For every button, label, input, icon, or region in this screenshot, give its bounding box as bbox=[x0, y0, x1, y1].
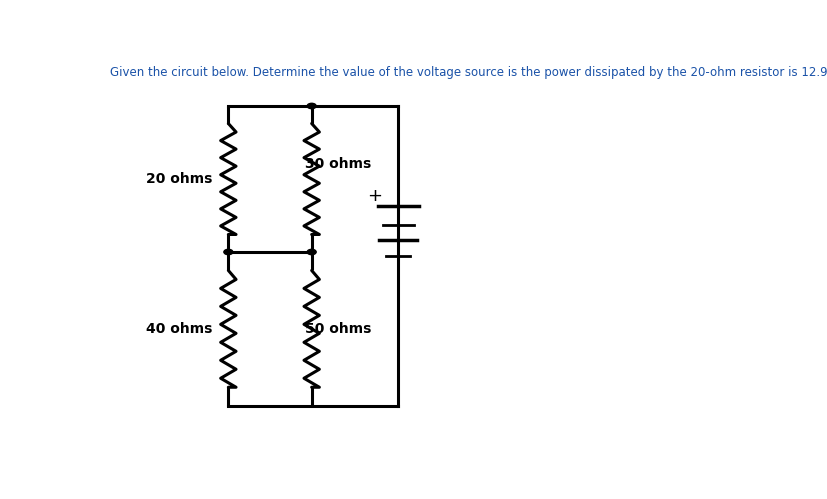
Text: 30 ohms: 30 ohms bbox=[305, 157, 371, 171]
Text: +: + bbox=[367, 187, 382, 205]
Text: Given the circuit below. Determine the value of the voltage source is the power : Given the circuit below. Determine the v… bbox=[110, 66, 827, 79]
Circle shape bbox=[224, 250, 233, 254]
Text: 50 ohms: 50 ohms bbox=[305, 322, 371, 336]
Circle shape bbox=[307, 103, 316, 109]
Circle shape bbox=[307, 250, 316, 254]
Text: 20 ohms: 20 ohms bbox=[146, 172, 213, 186]
Text: 40 ohms: 40 ohms bbox=[146, 322, 213, 336]
